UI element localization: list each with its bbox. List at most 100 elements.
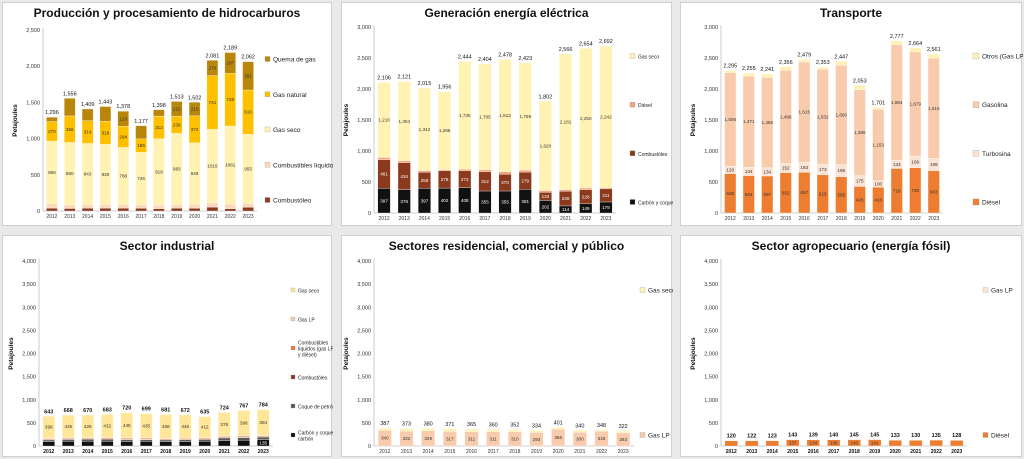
bar-segment	[179, 414, 192, 439]
total-label: 387	[380, 421, 389, 427]
bar-segment	[579, 48, 593, 189]
bar-segment	[559, 53, 572, 190]
segment-label: 1,616	[928, 106, 940, 111]
y-axis-label: Petajoules	[690, 103, 697, 136]
total-label: 2,444	[458, 54, 472, 60]
segment-label: 376	[220, 422, 228, 427]
legend-label: Combustibles líquidos (gas LP y diésel)	[298, 341, 333, 359]
segment-label: 434	[400, 174, 408, 179]
segment-label: 355	[501, 200, 509, 205]
legend-label: Otros (Gas LP)	[982, 54, 1023, 61]
y-tick-label: 1,500	[357, 118, 371, 124]
legend-label: Diésel	[991, 433, 1010, 440]
total-label: 1,956	[438, 85, 452, 91]
segment-label: 983	[173, 166, 181, 171]
total-label: 2,478	[498, 52, 512, 58]
y-tick-label: 2,500	[26, 28, 40, 34]
bar-segment	[458, 168, 472, 171]
bar-segment	[377, 82, 391, 158]
bar-segment	[599, 187, 613, 190]
segment-label: 1,304	[399, 119, 411, 124]
bar-segment	[117, 111, 129, 127]
bar-segment	[46, 117, 58, 122]
bar-segment	[188, 102, 201, 117]
x-tick-label: 2013	[63, 449, 74, 455]
x-tick-label: 2016	[808, 449, 819, 455]
legend-label: Gas seco	[298, 289, 319, 295]
segment-label: 610	[244, 110, 252, 115]
segment-label: 259	[421, 178, 429, 183]
bar-segment	[101, 439, 114, 442]
y-tick-label: 2,500	[22, 328, 36, 334]
bar-segment	[518, 62, 532, 171]
segment-label: 1,455	[762, 120, 774, 125]
segment-label: 458	[162, 424, 170, 429]
x-tick-label: 2013	[743, 216, 754, 222]
bar-segment	[81, 108, 94, 121]
bar-segment	[64, 208, 76, 212]
legend-swatch	[264, 162, 271, 168]
bar-segment	[518, 169, 532, 173]
x-tick-label: 2017	[479, 216, 490, 222]
legend-swatch	[639, 287, 646, 293]
y-tick-label: 500	[362, 180, 371, 186]
segment-label: 1,386	[854, 130, 866, 135]
x-tick-label: 2012	[726, 449, 737, 455]
segment-label: 141	[871, 440, 879, 445]
segment-label: 270	[501, 180, 509, 185]
segment-label: 279	[521, 178, 529, 183]
segment-label: 152	[782, 165, 790, 170]
total-label: 348	[597, 423, 606, 429]
x-tick-label: 2022	[910, 216, 921, 222]
total-label: 401	[554, 420, 563, 426]
legend-label: Gas seco	[648, 288, 673, 295]
y-tick-label: 2,000	[704, 87, 718, 93]
x-tick-label: 2020	[540, 216, 551, 222]
chart-panel-hidrocarburos: Producción y procesamiento de hidrocarbu…	[2, 2, 333, 226]
bar-segment	[872, 107, 885, 110]
bar-segment	[724, 70, 737, 73]
segment-label: 372	[191, 127, 199, 132]
total-label: 1,513	[170, 94, 184, 100]
segment-label: 173	[819, 167, 827, 172]
legend-swatch	[982, 432, 989, 438]
y-tick-label: 1,000	[704, 149, 718, 155]
y-tick-label: 0	[37, 209, 40, 215]
total-label: 681	[161, 408, 170, 414]
bar-segment	[950, 440, 964, 447]
total-label: 145	[850, 432, 859, 438]
y-tick-label: 4,000	[704, 259, 718, 265]
bar-segment	[224, 204, 236, 209]
y-tick-label: 0	[33, 444, 36, 450]
segment-label: 848	[191, 171, 199, 176]
legend-label: Gasolina	[982, 102, 1008, 109]
total-label: 2,447	[834, 54, 848, 60]
bar-segment	[62, 441, 75, 447]
bar-segment	[724, 440, 738, 447]
segment-label: 604	[745, 192, 753, 197]
bar-segment	[188, 208, 201, 212]
y-tick-label: 2,500	[357, 328, 371, 334]
segment-label: 1,506	[725, 117, 737, 122]
segment-label: 428	[84, 424, 92, 429]
total-label: 334	[532, 424, 541, 430]
segment-label: 408	[461, 198, 469, 203]
y-axis-label: Petajoules	[343, 337, 350, 370]
segment-label: 1,498	[780, 114, 792, 119]
total-label: 1,502	[188, 95, 202, 101]
y-tick-label: 2,000	[26, 64, 40, 70]
y-tick-label: 3,000	[704, 25, 718, 31]
segment-label: 1,813	[499, 113, 511, 118]
bar-segment	[81, 204, 94, 209]
y-tick-label: 0	[368, 444, 371, 450]
segment-label: 1,285	[439, 128, 451, 133]
bar-segment	[927, 54, 940, 59]
segment-label: 1,679	[910, 102, 922, 107]
y-tick-label: 3,500	[357, 282, 371, 288]
legend-swatch	[629, 199, 636, 205]
segment-label: 134	[809, 441, 817, 446]
legend-label: Gas LP	[991, 288, 1013, 295]
total-label: 724	[220, 406, 230, 412]
segment-label: 397	[380, 198, 388, 203]
legend-label: Combustóleo	[638, 152, 668, 158]
